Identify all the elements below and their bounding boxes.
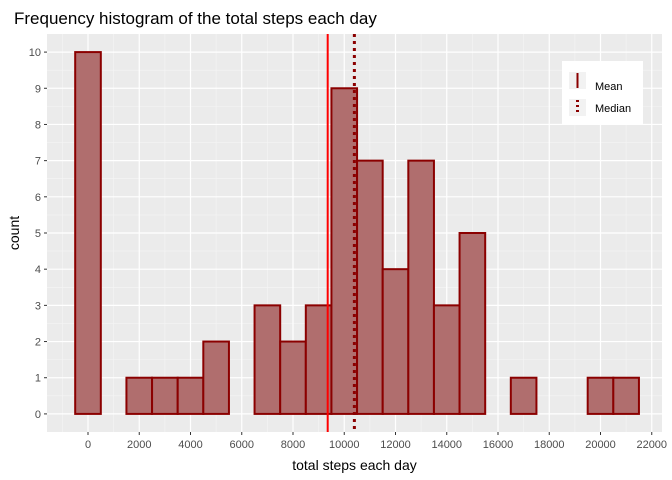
y-tick-label: 6: [35, 192, 41, 204]
legend-label-mean: Mean: [595, 81, 623, 93]
legend-label-median: Median: [595, 103, 631, 115]
legend-key-median-bg: [569, 99, 586, 116]
histogram-bar: [202, 340, 230, 415]
y-tick-label: 4: [35, 264, 41, 276]
y-tick-label: 9: [35, 83, 41, 95]
histogram-bar: [176, 376, 205, 415]
histogram-bar: [125, 376, 154, 415]
x-tick-label: 12000: [380, 439, 411, 451]
x-axis: 0 2000 4000 6000 8000 10000 12000 14000 16000 180…: [85, 432, 667, 451]
chart-title: Frequency histogram of the total steps e…: [14, 9, 377, 28]
histogram-bar: [432, 304, 461, 415]
x-tick-label: 0: [85, 439, 91, 451]
y-axis: 0 1 2 3 4 5 6 7 8 9 10: [29, 47, 47, 421]
histogram-bar: [586, 376, 615, 415]
x-tick-label: 6000: [230, 439, 254, 451]
y-tick-label: 5: [35, 228, 41, 240]
histogram-bar: [279, 340, 307, 415]
y-tick-label: 1: [35, 373, 41, 385]
x-tick-label: 2000: [127, 439, 151, 451]
x-tick-label: 8000: [281, 439, 305, 451]
y-tick-label: 10: [29, 47, 41, 59]
histogram-bar: [253, 304, 282, 415]
y-axis-title: count: [6, 216, 22, 250]
histogram-bar: [356, 159, 384, 415]
legend: Mean Median: [562, 61, 643, 124]
x-axis-title: total steps each day: [292, 457, 417, 473]
x-tick-label: 22000: [636, 439, 667, 451]
x-tick-label: 18000: [534, 439, 565, 451]
y-tick-label: 7: [35, 156, 41, 168]
y-tick-label: 2: [35, 337, 41, 349]
bars: [74, 51, 640, 415]
x-tick-label: 4000: [178, 439, 202, 451]
x-tick-label: 14000: [431, 439, 462, 451]
histogram-bar: [151, 376, 179, 415]
x-tick-label: 16000: [483, 439, 514, 451]
reference-lines: [326, 34, 356, 432]
x-tick-label: 20000: [585, 439, 616, 451]
histogram-bar: [381, 268, 410, 415]
x-tick-label: 10000: [329, 439, 360, 451]
y-tick-label: 3: [35, 300, 41, 312]
histogram-bar: [509, 376, 538, 415]
histogram-bar: [458, 232, 487, 415]
histogram-bar: [74, 51, 102, 415]
histogram-bar: [330, 87, 359, 415]
histogram-bar: [407, 159, 435, 415]
histogram-bar: [612, 376, 640, 415]
y-tick-label: 0: [35, 409, 41, 421]
y-tick-label: 8: [35, 119, 41, 131]
